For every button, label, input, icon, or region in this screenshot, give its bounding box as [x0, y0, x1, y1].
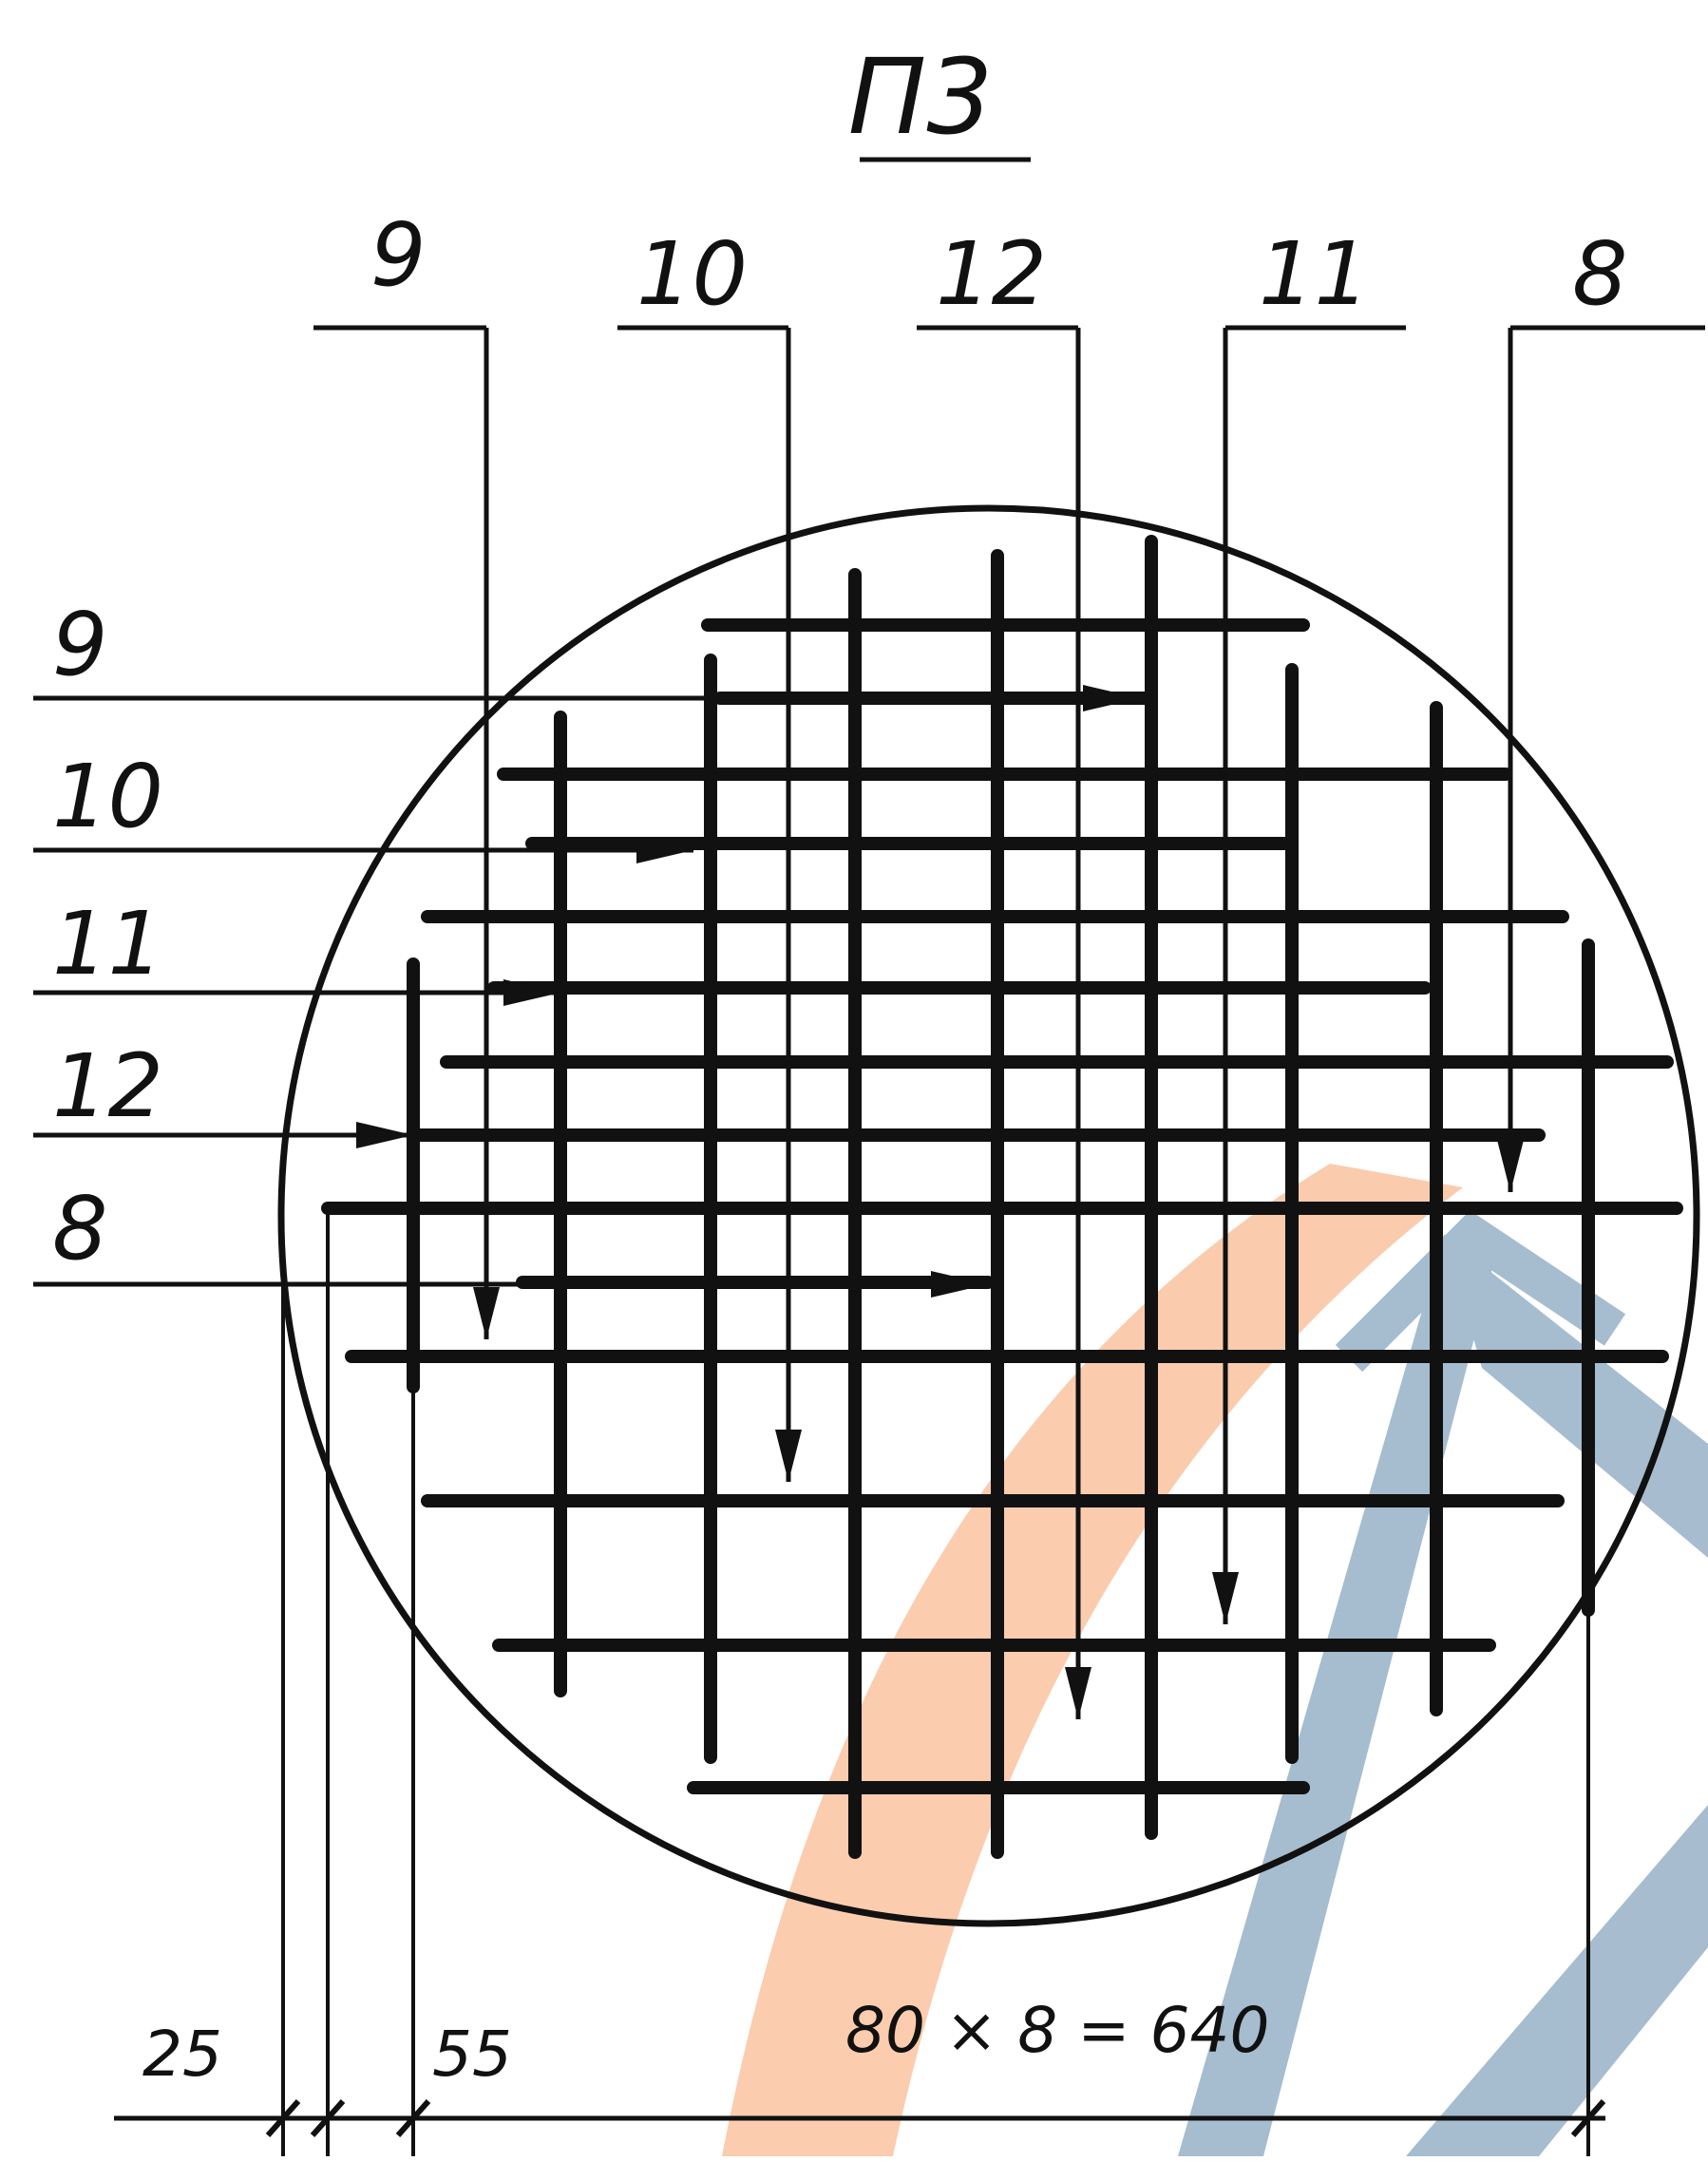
- left-label-10: 10: [52, 746, 163, 847]
- left-label-12: 12: [52, 1035, 163, 1137]
- dimension-label-left: 25: [142, 2018, 222, 2091]
- top-leader-arrow-5: [1497, 1140, 1524, 1192]
- top-leader-arrow-1: [473, 1287, 500, 1339]
- watermark-blue-tower-right: [1444, 1235, 1708, 1558]
- top-label-9: 9: [370, 204, 427, 306]
- top-leader-arrow-3: [1065, 1667, 1091, 1719]
- dimension-label-right: 80 × 8 = 640: [845, 1994, 1269, 2067]
- top-leader-arrow-4: [1212, 1572, 1239, 1624]
- dimension-tick-1: [265, 2099, 301, 2137]
- left-label-9: 9: [52, 594, 108, 695]
- watermark-logo: [722, 1164, 1708, 2156]
- bottom-dimension: [114, 950, 1606, 2156]
- top-label-12: 12: [936, 223, 1047, 325]
- left-leader-arrow-4: [356, 1122, 413, 1148]
- dimension-label-middle: 55: [432, 2018, 512, 2091]
- dimension-tick-3: [395, 2099, 431, 2137]
- watermark-blue-diagonal: [1406, 1805, 1708, 2156]
- left-leader-arrow-1: [1083, 685, 1140, 711]
- left-leader-arrow-3: [503, 979, 560, 1006]
- dimension-tick-4: [1570, 2099, 1606, 2137]
- top-label-8: 8: [1572, 223, 1628, 325]
- dimension-tick-2: [310, 2099, 346, 2137]
- top-leader-lines: [313, 325, 1705, 1719]
- left-leader-arrow-5: [931, 1271, 988, 1298]
- left-leader-lines: [33, 685, 1140, 1298]
- tube-sheet-circle: [277, 504, 1700, 1927]
- drawing-title: П3: [848, 36, 994, 158]
- watermark-orange-arc: [722, 1164, 1463, 2156]
- top-leader-arrow-2: [775, 1430, 802, 1482]
- top-label-11: 11: [1259, 223, 1370, 325]
- top-label-10: 10: [636, 223, 748, 325]
- left-label-8: 8: [52, 1178, 108, 1280]
- watermark-blue-outline: [1335, 1210, 1626, 1373]
- left-label-11: 11: [52, 893, 163, 995]
- left-leader-arrow-2: [636, 837, 693, 863]
- watermark-blue-tower-left: [1178, 1235, 1501, 2156]
